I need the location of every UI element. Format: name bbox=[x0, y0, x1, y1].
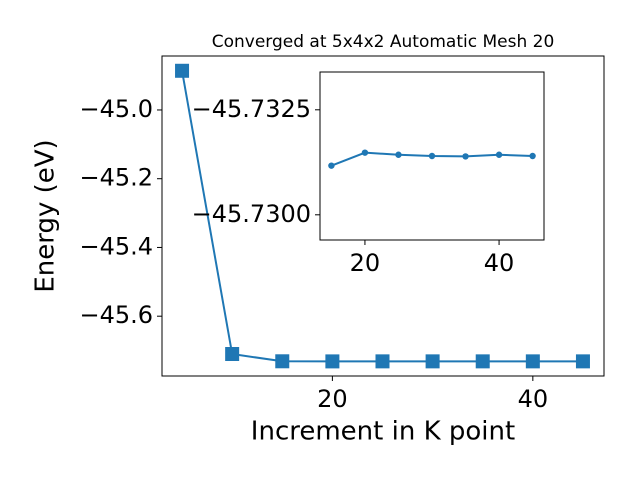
marker bbox=[275, 354, 290, 369]
x-tick-label: 40 bbox=[484, 249, 515, 277]
y-axis-label: Energy (eV) bbox=[31, 139, 61, 292]
marker bbox=[529, 152, 536, 160]
x-tick-label: 20 bbox=[350, 249, 381, 277]
y-tick-label: −45.0 bbox=[79, 95, 153, 123]
x-tick-label: 40 bbox=[518, 385, 549, 413]
marker bbox=[495, 151, 503, 158]
x-axis-label: Increment in K point bbox=[251, 417, 515, 447]
marker bbox=[375, 354, 390, 369]
marker bbox=[395, 151, 402, 158]
y-tick-label: −45.2 bbox=[79, 164, 153, 192]
marker bbox=[425, 354, 440, 369]
y-tick-label: −45.7325 bbox=[192, 95, 311, 123]
x-tick-label: 20 bbox=[317, 385, 348, 413]
marker bbox=[428, 152, 436, 160]
chart-title: Converged at 5x4x2 Automatic Mesh 20 bbox=[212, 32, 555, 52]
marker bbox=[225, 347, 240, 362]
marker bbox=[525, 354, 540, 369]
y-tick-label: −45.4 bbox=[79, 232, 153, 260]
marker bbox=[575, 354, 590, 369]
y-tick-label: −45.6 bbox=[79, 301, 153, 329]
marker bbox=[475, 354, 490, 369]
marker bbox=[328, 162, 335, 169]
y-tick-label: −45.7300 bbox=[192, 200, 311, 228]
marker bbox=[325, 354, 340, 369]
marker bbox=[462, 153, 469, 160]
marker bbox=[175, 63, 190, 78]
marker bbox=[361, 149, 369, 156]
